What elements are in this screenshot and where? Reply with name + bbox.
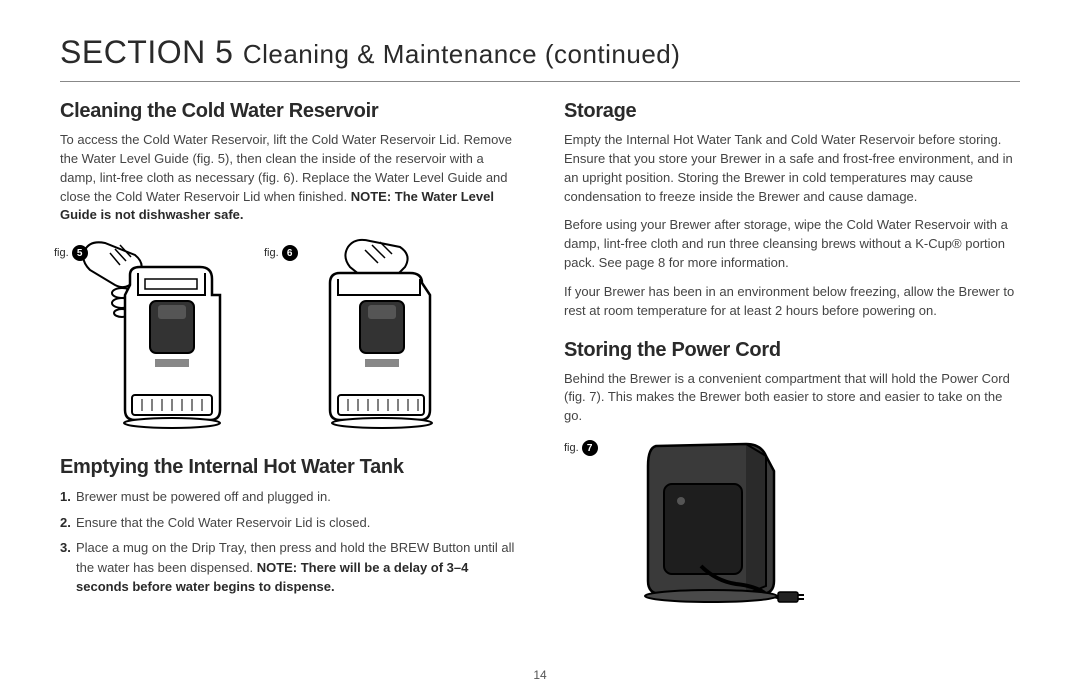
- para-power-cord: Behind the Brewer is a convenient compar…: [564, 370, 1020, 427]
- step-1: Brewer must be powered off and plugged i…: [60, 487, 516, 507]
- fig-5-badge: 5: [72, 245, 88, 261]
- para-storage-1: Empty the Internal Hot Water Tank and Co…: [564, 131, 1020, 206]
- brewer-back-illustration: [606, 436, 806, 606]
- section-number: SECTION 5: [60, 34, 233, 70]
- brewer-illustration-fig5: [60, 235, 240, 435]
- step-3: Place a mug on the Drip Tray, then press…: [60, 538, 516, 597]
- section-subtitle: Cleaning & Maintenance (continued): [243, 39, 681, 69]
- fig-7-badge: 7: [582, 440, 598, 456]
- figure-7: fig. 7: [564, 436, 1020, 606]
- figure-5-label: fig. 5: [54, 245, 88, 261]
- heading-power-cord: Storing the Power Cord: [564, 339, 1020, 362]
- step-2: Ensure that the Cold Water Reservoir Lid…: [60, 513, 516, 533]
- content-columns: Cleaning the Cold Water Reservoir To acc…: [60, 100, 1020, 606]
- fig-text: fig.: [564, 442, 579, 454]
- brewer-illustration-fig6: [270, 235, 450, 435]
- para-cold-water: To access the Cold Water Reservoir, lift…: [60, 131, 516, 225]
- divider: [60, 81, 1020, 82]
- figure-7-label: fig. 7: [564, 440, 598, 456]
- figure-5: fig. 5: [60, 235, 240, 440]
- heading-storage: Storage: [564, 100, 1020, 123]
- right-column: Storage Empty the Internal Hot Water Tan…: [564, 100, 1020, 606]
- figure-6-label: fig. 6: [264, 245, 298, 261]
- heading-cold-water: Cleaning the Cold Water Reservoir: [60, 100, 516, 123]
- page-number: 14: [533, 668, 546, 682]
- steps-list: Brewer must be powered off and plugged i…: [60, 487, 516, 597]
- figures-5-6: fig. 5: [60, 235, 516, 440]
- para-storage-3: If your Brewer has been in an environmen…: [564, 283, 1020, 321]
- section-title: SECTION 5 Cleaning & Maintenance (contin…: [60, 34, 1020, 71]
- para-storage-2: Before using your Brewer after storage, …: [564, 216, 1020, 273]
- left-column: Cleaning the Cold Water Reservoir To acc…: [60, 100, 516, 606]
- figure-6: fig. 6: [270, 235, 450, 440]
- fig-text: fig.: [264, 247, 279, 259]
- fig-6-badge: 6: [282, 245, 298, 261]
- heading-emptying: Emptying the Internal Hot Water Tank: [60, 456, 516, 479]
- fig-text: fig.: [54, 247, 69, 259]
